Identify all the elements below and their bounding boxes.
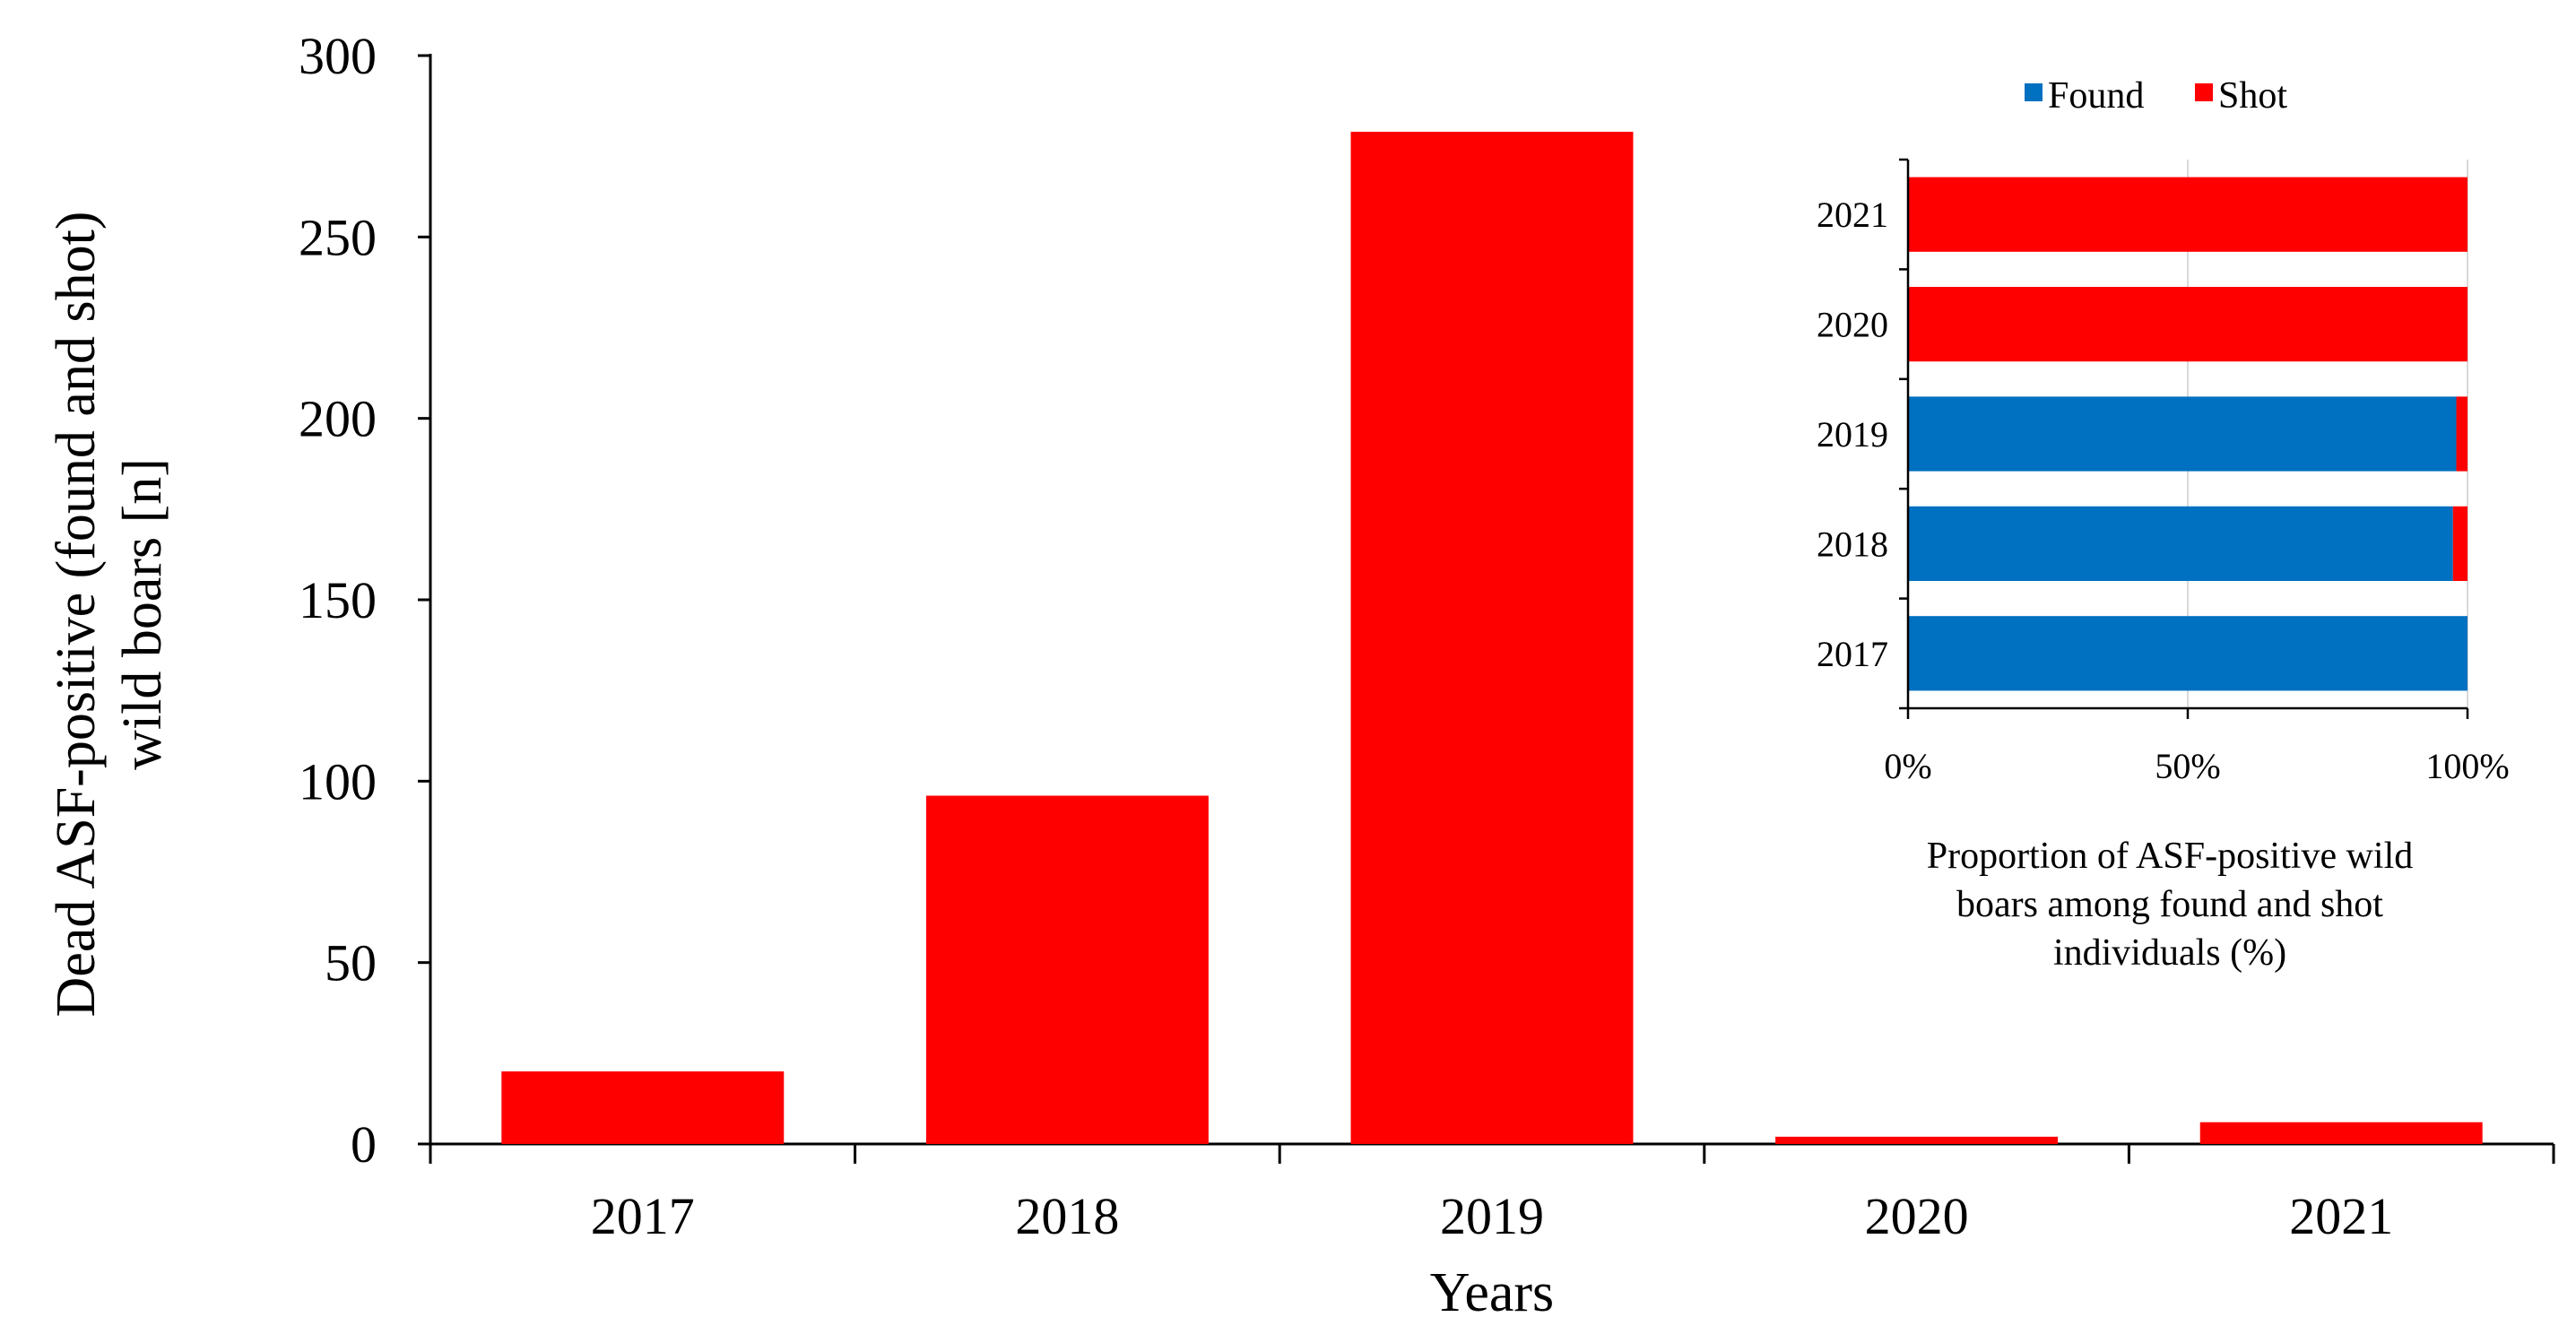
- y-tick-label: 300: [299, 27, 377, 85]
- inset-y-tick-label: 2019: [1817, 414, 1888, 455]
- stacked-bar-2019-shot: [2456, 396, 2468, 472]
- y-tick-label: 0: [351, 1115, 377, 1174]
- y-axis-title-line: wild boars [n]: [112, 458, 173, 770]
- bar-2019: [1350, 131, 1634, 1145]
- inset-stacked-bar-chart: 2017 2018 2019 2020 2021 0% 50% 100% Proportion …: [1817, 75, 2510, 974]
- inset-legend: Found Shot: [2025, 75, 2287, 117]
- legend-label: Found: [2048, 75, 2144, 117]
- y-tick-label: 150: [299, 571, 377, 629]
- inset-x-axis-title-line: individuals (%): [2053, 932, 2286, 974]
- inset-y-tick-label: 2017: [1817, 634, 1888, 674]
- stacked-bar-2017-found: [1908, 616, 2468, 691]
- inset-x-tick-label: 100%: [2425, 746, 2509, 786]
- y-axis-title: Dead ASF-positive (found and shot)wild b…: [46, 212, 173, 1018]
- y-axis-title-line: Dead ASF-positive (found and shot): [46, 212, 107, 1018]
- inset-x-tick-label: 50%: [2155, 746, 2220, 786]
- stacked-bar-2018-shot: [2452, 506, 2468, 582]
- bar-2020: [1775, 1136, 2059, 1144]
- inset-x-tick-label: 0%: [1884, 746, 1931, 786]
- stacked-bar-2018-found: [1908, 506, 2453, 582]
- legend-swatch-found: [2025, 83, 2043, 101]
- x-tick-label: 2019: [1440, 1187, 1544, 1245]
- x-tick-label: 2021: [2289, 1187, 2393, 1245]
- y-tick-label: 250: [299, 208, 377, 266]
- stacked-bar-2019-found: [1908, 396, 2457, 472]
- legend-label: Shot: [2218, 75, 2287, 117]
- y-tick-label: 100: [299, 752, 377, 810]
- bar-2021: [2199, 1122, 2483, 1144]
- inset-x-axis-title-line: boars among found and shot: [1956, 884, 2383, 925]
- inset-x-axis-title-line: Proportion of ASF-positive wild: [1927, 836, 2414, 877]
- x-tick-label: 2020: [1865, 1187, 1969, 1245]
- main-bar-chart: 0 50 100 150 200 250 300 2017 2018 2019 2020 2021 Ye…: [46, 27, 2555, 1323]
- x-axis-title: Years: [1430, 1262, 1554, 1323]
- bar-2018: [925, 795, 1209, 1144]
- inset-y-tick-label: 2018: [1817, 524, 1888, 564]
- x-tick-label: 2018: [1015, 1187, 1119, 1245]
- y-tick-label: 200: [299, 390, 377, 448]
- y-tick-label: 50: [325, 934, 377, 992]
- bar-2017: [501, 1071, 785, 1144]
- stacked-bar-2021-shot: [1908, 177, 2468, 252]
- legend-swatch-shot: [2195, 83, 2213, 101]
- stacked-bar-2020-shot: [1908, 286, 2468, 362]
- inset-y-tick-label: 2021: [1817, 195, 1888, 235]
- inset-y-tick-label: 2020: [1817, 305, 1888, 345]
- inset-x-axis-title: Proportion of ASF-positive wild boars amo…: [1927, 836, 2414, 974]
- x-tick-label: 2017: [591, 1187, 695, 1245]
